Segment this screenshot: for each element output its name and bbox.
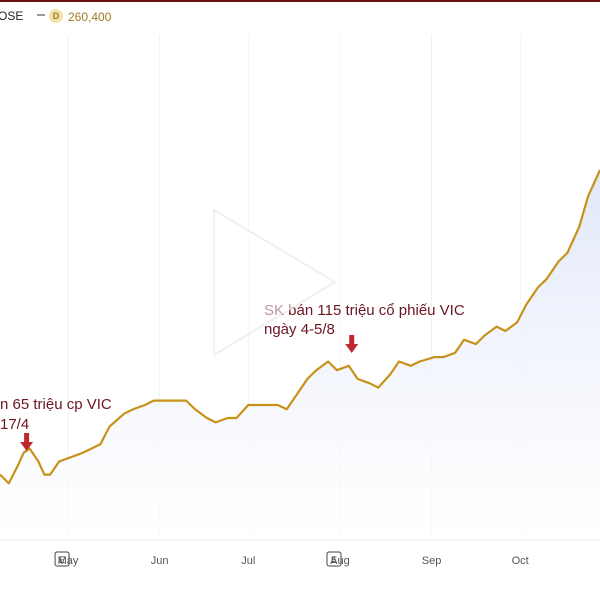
x-tick-label: Aug (330, 555, 350, 567)
x-tick-label: Oct (512, 555, 529, 567)
chart-header: OSE D 260,400 (0, 0, 600, 30)
interval-badge[interactable]: D (49, 9, 63, 23)
x-tick-label: Sep (422, 555, 442, 567)
down-arrow-icon (345, 335, 359, 353)
last-price: 260,400 (68, 10, 112, 24)
annotation-text: SK bán 115 triệu cổ phiếu VIC (264, 302, 465, 319)
window-top-border (0, 0, 600, 2)
annotation-1: n 65 triệu cp VIC 17/4 (0, 396, 112, 451)
ticker-symbol[interactable]: OSE (0, 9, 24, 23)
price-chart[interactable]: n 65 triệu cp VIC 17/4 SK bán 115 triệu cổ… (0, 30, 600, 600)
minus-icon[interactable] (36, 10, 46, 20)
annotation-text: n 65 triệu cp VIC (0, 396, 112, 413)
annotation-2: SK bán 115 triệu cổ phiếu VIC ngày 4-5/8 (264, 302, 465, 353)
x-tick-label: Jul (241, 555, 255, 567)
x-tick-label: Jun (151, 555, 169, 567)
earnings-marker[interactable]: E (326, 551, 342, 567)
svg-text:E: E (59, 555, 65, 565)
annotation-date: ngày 4-5/8 (264, 321, 335, 338)
price-line (0, 169, 600, 485)
annotation-date: 17/4 (0, 416, 29, 433)
x-axis-ticks: May Jun Jul Aug Sep Oct (58, 555, 529, 567)
svg-text:E: E (331, 555, 337, 565)
price-area-fill (0, 170, 600, 540)
down-arrow-icon (20, 433, 34, 451)
x-tick-label: May (58, 555, 79, 567)
earnings-marker[interactable]: E (54, 551, 70, 567)
